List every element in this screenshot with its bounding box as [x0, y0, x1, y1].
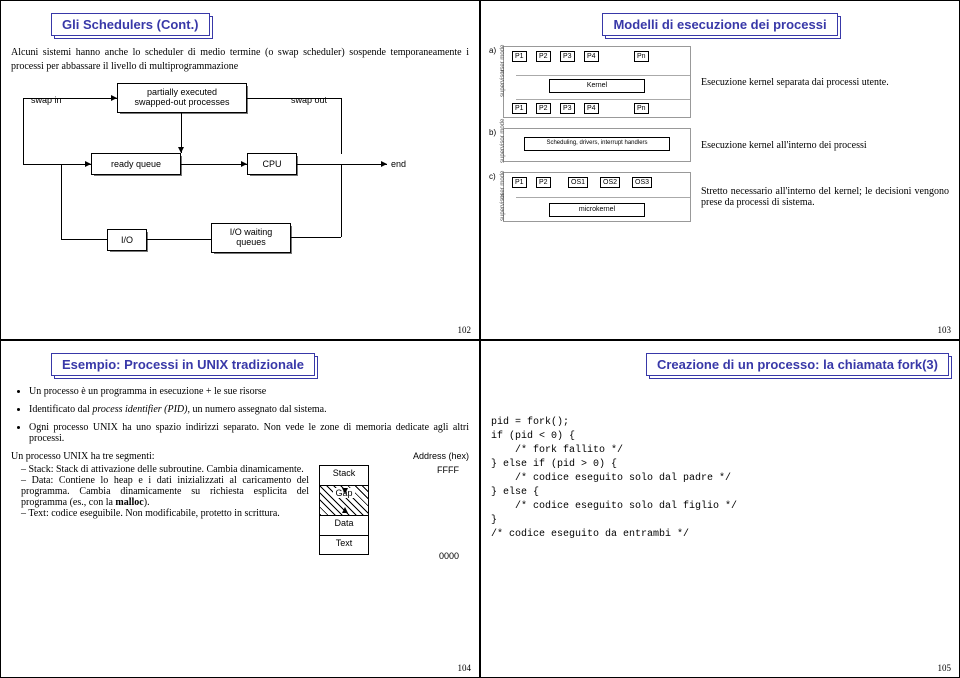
proc-box: P4 — [584, 51, 599, 62]
dash-item: – Data: Contiene lo heap e i dati inizia… — [21, 475, 309, 508]
slide-title: Creazione di un processo: la chiamata fo… — [646, 353, 949, 376]
swap-in-label: swap in — [31, 95, 62, 105]
dash-bold: malloc — [115, 497, 143, 508]
seg-data: Data — [320, 516, 368, 536]
page-number: 103 — [938, 325, 952, 335]
slide-exec-models: Modelli di esecuzione dei processi a) us… — [480, 0, 960, 340]
row-text: Esecuzione kernel separata dai processi … — [701, 77, 949, 88]
list-item: Un processo è un programma in esecuzione… — [29, 386, 469, 397]
proc-box: P2 — [536, 51, 551, 62]
addr-ffff: FFFF — [437, 465, 459, 475]
supervisor-label: supervisor mode — [500, 119, 506, 163]
title-box: Modelli di esecuzione dei processi — [602, 13, 837, 36]
slide-title: Gli Schedulers (Cont.) — [51, 13, 210, 36]
list-text: , un numero assegnato dal sistema. — [187, 404, 326, 415]
proc-box: OS3 — [632, 177, 652, 188]
intro-line: Un processo UNIX ha tre segmenti: — [11, 451, 309, 462]
page-number: 102 — [458, 325, 472, 335]
dash-item: – Stack: Stack di attivazione delle subr… — [21, 464, 309, 475]
code-block: pid = fork(); if (pid < 0) { /* fork fal… — [491, 416, 949, 542]
page-number: 104 — [458, 663, 472, 673]
title-box: Gli Schedulers (Cont.) — [51, 13, 210, 36]
proc-box: P1 — [512, 103, 527, 114]
sched-box: Scheduling, drivers, interrupt handlers — [524, 137, 670, 151]
proc-box: P2 — [536, 103, 551, 114]
row-letter: a) — [489, 46, 496, 55]
slide-schedulers: Gli Schedulers (Cont.) Alcuni sistemi ha… — [0, 0, 480, 340]
slide-unix-procs: Esempio: Processi in UNIX tradizionale U… — [0, 340, 480, 678]
proc-box: P1 — [512, 177, 527, 188]
list-text-italic: process identifier (PID) — [92, 404, 187, 415]
cpu-box: CPU — [247, 153, 297, 175]
proc-box: P1 — [512, 51, 527, 62]
dash-text: Data: Contiene lo heap e i dati iniziali… — [21, 475, 309, 508]
dash-text: Text: codice eseguibile. Non modificabil… — [28, 508, 279, 519]
title-box: Esempio: Processi in UNIX tradizionale — [51, 353, 315, 376]
page-number: 105 — [938, 663, 952, 673]
proc-box: P3 — [560, 51, 575, 62]
addr-header: Address (hex) — [413, 451, 469, 461]
proc-box: Pn — [634, 51, 649, 62]
segments-text: Un processo UNIX ha tre segmenti: – Stac… — [11, 451, 309, 555]
dash-item: – Text: codice eseguibile. Non modificab… — [21, 508, 309, 519]
addr-zero: 0000 — [439, 551, 459, 561]
proc-box: P4 — [584, 103, 599, 114]
dash-text: Stack: Stack di attivazione delle subrou… — [29, 464, 304, 475]
proc-box: OS2 — [600, 177, 620, 188]
proc-box: OS1 — [568, 177, 588, 188]
row-letter: c) — [489, 172, 496, 181]
ready-queue-box: ready queue — [91, 153, 181, 175]
row-letter: b) — [489, 128, 496, 137]
partially-executed-box: partially executed swapped-out processes — [117, 83, 247, 113]
exec-row-c: c) user mode supervisor P1 P2 OS1 OS2 OS… — [491, 172, 949, 222]
list-text: Identificato dal — [29, 404, 92, 415]
row-text: Esecuzione kernel all'interno dei proces… — [701, 140, 949, 151]
supervisor-label: supervisor — [500, 69, 506, 97]
swap-out-label: swap out — [291, 95, 327, 105]
slide-title: Modelli di esecuzione dei processi — [602, 13, 837, 36]
seg-gap: Gap — [320, 486, 368, 516]
proc-box: P2 — [536, 177, 551, 188]
list-item: Ogni processo UNIX ha uno spazio indiriz… — [29, 422, 469, 444]
io-wait-box: I/O waiting queues — [211, 223, 291, 253]
io-box: I/O — [107, 229, 147, 251]
seg-stack: Stack — [320, 466, 368, 486]
segments-box: Stack Gap Data Text — [319, 465, 369, 555]
scheduler-diagram: swap in partially executed swapped-out p… — [11, 79, 469, 289]
slide-title: Esempio: Processi in UNIX tradizionale — [51, 353, 315, 376]
dash-text: ). — [144, 497, 150, 508]
exec-row-b: b) supervisor mode Scheduling, drivers, … — [491, 128, 949, 162]
address-space-diagram: Address (hex) FFFF Stack Gap Data Text 0… — [319, 451, 469, 555]
title-box: Creazione di un processo: la chiamata fo… — [646, 353, 949, 376]
exec-row-a: a) user mode supervisor P1 P2 P3 P4 Pn K… — [491, 46, 949, 118]
proc-box: Pn — [634, 103, 649, 114]
row-text: Stretto necessario all'interno del kerne… — [701, 186, 949, 208]
kernel-box: Kernel — [549, 79, 645, 93]
microkernel-box: microkernel — [549, 203, 645, 217]
proc-box: P3 — [560, 103, 575, 114]
supervisor-label: supervisor — [500, 193, 506, 221]
slide-fork: Creazione di un processo: la chiamata fo… — [480, 340, 960, 678]
list-item: Identificato dal process identifier (PID… — [29, 404, 469, 415]
end-label: end — [391, 159, 406, 169]
seg-text: Text — [320, 536, 368, 554]
bullet-list: Un processo è un programma in esecuzione… — [29, 386, 469, 444]
list-text: Un processo è un programma in esecuzione… — [29, 386, 266, 397]
intro-para: Alcuni sistemi hanno anche lo scheduler … — [11, 46, 469, 73]
